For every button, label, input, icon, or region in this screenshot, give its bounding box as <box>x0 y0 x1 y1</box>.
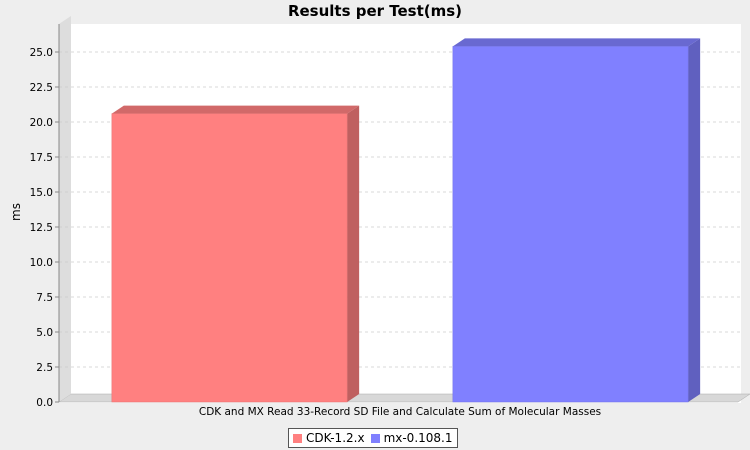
y-tick-label: 25.0 <box>30 47 53 59</box>
bar-CDK-1.2.x <box>111 105 360 403</box>
bars <box>111 38 701 403</box>
bar-side <box>688 38 701 403</box>
legend-label: CDK-1.2.x <box>306 431 365 445</box>
bar-top <box>111 105 360 114</box>
wall-3d <box>59 16 71 402</box>
legend-item: CDK-1.2.x <box>293 429 365 447</box>
legend-label: mx-0.108.1 <box>383 431 453 445</box>
bar-front <box>452 46 689 403</box>
bar-front <box>111 113 348 403</box>
legend-swatch-icon <box>293 433 302 443</box>
y-tick-label: 12.5 <box>30 222 53 234</box>
legend-item: mx-0.108.1 <box>370 429 453 447</box>
bar-mx-0.108.1 <box>452 38 701 403</box>
bar-side <box>347 105 360 402</box>
y-axis-label: ms <box>9 203 23 221</box>
y-tick-label: 2.5 <box>36 362 53 374</box>
legend-swatch-icon <box>370 433 380 443</box>
y-tick-label: 7.5 <box>36 292 53 304</box>
y-tick-label: 22.5 <box>30 82 53 94</box>
chart-title: Results per Test(ms) <box>287 2 463 20</box>
y-tick-label: 10.0 <box>30 257 53 269</box>
y-tick-label: 0.0 <box>36 397 53 409</box>
y-tick-label: 20.0 <box>30 117 53 129</box>
y-axis-ticks: 0.0 2.5 5.0 7.5 10.0 12.5 15.0 17.5 20.0 22.5 25.0 <box>30 47 59 409</box>
bar-top <box>452 38 701 47</box>
y-tick-label: 17.5 <box>30 152 53 164</box>
x-category-label: CDK and MX Read 33-Record SD File and Ca… <box>199 406 601 418</box>
y-tick-label: 5.0 <box>36 327 53 339</box>
legend: CDK-1.2.x mx-0.108.1 <box>288 428 458 448</box>
y-tick-label: 15.0 <box>30 187 53 199</box>
